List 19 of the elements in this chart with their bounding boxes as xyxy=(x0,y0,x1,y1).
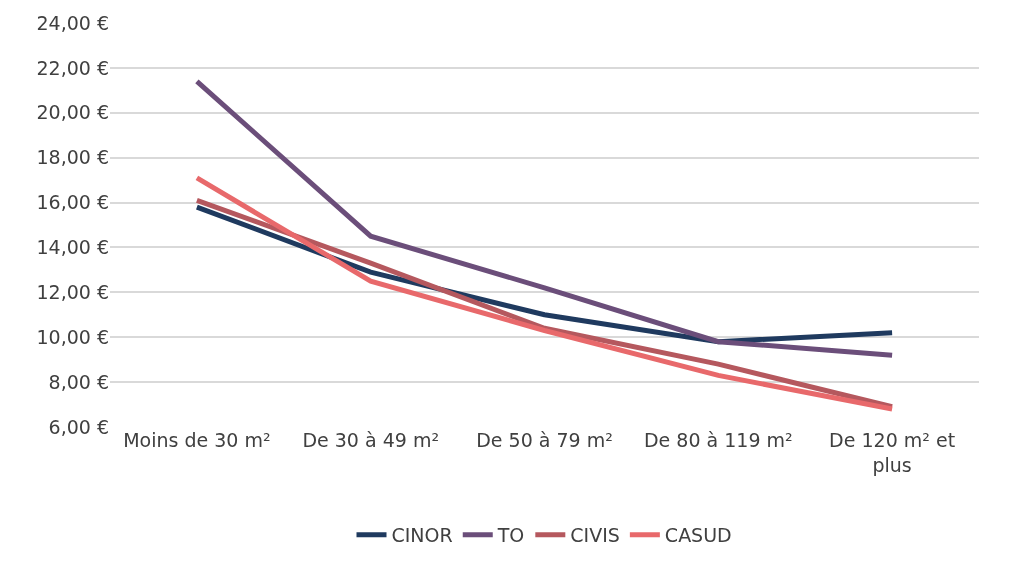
x-tick-label: Moins de 30 m² xyxy=(123,429,271,451)
y-tick-label: 24,00 € xyxy=(36,11,109,34)
y-tick-label: 18,00 € xyxy=(36,146,109,169)
legend-label: CIVIS xyxy=(570,524,620,547)
x-tick-label: De 50 à 79 m² xyxy=(476,429,613,451)
legend-label: CASUD xyxy=(664,524,732,547)
y-tick-label: 14,00 € xyxy=(36,236,109,259)
x-tick-label: De 30 à 49 m² xyxy=(302,429,439,451)
y-tick-label: 12,00 € xyxy=(36,280,109,303)
legend-label: CINOR xyxy=(391,524,453,547)
y-tick-label: 10,00 € xyxy=(36,325,109,348)
y-tick-label: 6,00 € xyxy=(48,415,109,438)
x-tick-label: De 80 à 119 m² xyxy=(643,429,793,451)
y-tick-label: 16,00 € xyxy=(36,191,109,214)
legend-label: TO xyxy=(496,524,525,547)
x-tick-label: De 120 m² et plus xyxy=(829,429,956,476)
y-tick-label: 20,00 € xyxy=(36,101,109,124)
y-tick-label: 22,00 € xyxy=(36,56,109,79)
y-tick-label: 8,00 € xyxy=(48,370,109,393)
